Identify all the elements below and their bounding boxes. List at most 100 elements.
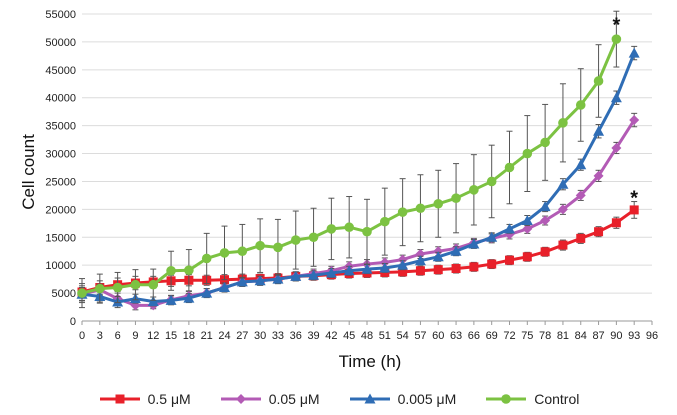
x-tick-label: 6 <box>115 330 121 342</box>
data-point <box>628 47 640 58</box>
significance-marker: * <box>612 14 620 36</box>
data-point <box>414 255 426 266</box>
data-point <box>594 227 604 237</box>
y-tick-label: 50000 <box>45 37 76 49</box>
data-point <box>254 275 266 286</box>
data-point <box>433 265 443 275</box>
x-tick-label: 18 <box>183 330 195 342</box>
data-point <box>611 142 622 153</box>
x-tick-label: 69 <box>486 330 498 342</box>
y-tick-labels: 0 5000 10000 15000 20000 25000 30000 35000 40000… <box>45 9 76 328</box>
data-point <box>237 246 248 257</box>
data-point <box>147 295 159 306</box>
x-tick-label: 9 <box>132 330 138 342</box>
data-point <box>184 265 194 276</box>
data-point <box>486 176 497 187</box>
data-point <box>379 257 390 268</box>
data-point <box>432 251 444 262</box>
series-group <box>76 10 640 311</box>
data-point <box>273 242 283 253</box>
data-point <box>450 245 462 256</box>
data-point <box>611 218 621 228</box>
x-tick-label: 78 <box>539 330 551 342</box>
y-tick-label: 0 <box>70 316 76 328</box>
data-point <box>326 224 337 234</box>
legend-item: 0.5 μM <box>98 391 191 407</box>
y-tick-label: 25000 <box>45 176 76 188</box>
x-tick-label: 66 <box>468 330 480 342</box>
data-point <box>380 216 390 227</box>
y-tick-label: 35000 <box>45 121 76 133</box>
data-point <box>398 267 408 277</box>
data-point <box>575 159 587 170</box>
legend-swatch <box>349 393 390 404</box>
data-point <box>362 226 372 237</box>
data-point <box>201 287 213 298</box>
data-point <box>469 262 479 272</box>
data-point <box>201 253 212 264</box>
legend-marker <box>501 394 512 404</box>
data-point <box>361 263 373 274</box>
data-point <box>505 255 514 265</box>
x-tick-label: 39 <box>307 330 319 342</box>
data-point <box>522 252 532 262</box>
data-point <box>77 288 87 298</box>
data-point <box>236 276 248 287</box>
y-tick-label: 20000 <box>45 204 76 216</box>
y-tick-label: 30000 <box>45 149 76 161</box>
data-point <box>148 279 159 290</box>
x-tick-label: 72 <box>503 330 515 342</box>
x-tick-label: 93 <box>628 330 640 342</box>
x-tick-label: 54 <box>397 330 409 342</box>
data-point <box>468 238 480 249</box>
data-point <box>522 223 533 234</box>
data-point <box>397 207 408 217</box>
data-point <box>343 265 355 276</box>
data-point <box>433 246 444 257</box>
x-tick-labels: 0 3 6 9 12 15 18 21 24 27 30 33 36 39 42 45 48 51 54 57 60 63… <box>79 330 658 342</box>
data-point <box>522 148 533 159</box>
legend-item: 0.05 μM <box>219 391 320 407</box>
x-tick-label: 51 <box>379 330 391 342</box>
x-tick-label: 21 <box>201 330 213 342</box>
significance-marker: * <box>630 187 638 209</box>
data-point <box>451 193 461 203</box>
y-tick-label: 55000 <box>45 9 76 21</box>
series-line <box>81 208 636 294</box>
data-point <box>540 247 550 257</box>
data-point <box>130 279 141 290</box>
data-point <box>397 254 408 265</box>
data-point <box>166 265 176 276</box>
data-point <box>610 92 622 103</box>
data-point <box>95 283 105 294</box>
legend-item: Control <box>484 391 579 407</box>
chart-canvas: 0 5000 10000 15000 20000 25000 30000 35000 40000… <box>19 9 658 371</box>
data-point <box>487 259 497 269</box>
x-tick-label: 60 <box>432 330 444 342</box>
series-3 <box>77 10 622 309</box>
x-tick-label: 48 <box>361 330 373 342</box>
data-point <box>504 223 515 234</box>
series-2 <box>76 45 640 309</box>
x-tick-label: 57 <box>414 330 426 342</box>
data-point <box>255 240 265 251</box>
x-tick-label: 27 <box>236 330 248 342</box>
y-tick-label: 10000 <box>45 260 76 272</box>
y-tick-label: 5000 <box>52 288 76 300</box>
data-point <box>344 222 354 233</box>
x-axis-title: Time (h) <box>339 352 402 371</box>
data-point <box>611 34 622 44</box>
data-point <box>219 282 230 293</box>
data-point <box>557 178 569 189</box>
legend-marker <box>235 394 246 404</box>
data-point <box>415 266 425 276</box>
data-point <box>558 240 568 250</box>
data-point <box>521 215 533 226</box>
x-tick-label: 87 <box>592 330 604 342</box>
data-point <box>557 204 568 215</box>
x-tick-label: 15 <box>165 330 177 342</box>
legend-label: 0.5 μM <box>147 391 191 407</box>
data-point <box>451 264 461 274</box>
data-point <box>290 270 302 281</box>
data-point <box>112 282 123 293</box>
